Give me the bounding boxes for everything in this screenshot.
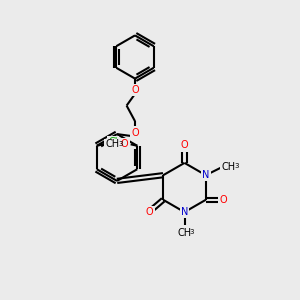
Text: N: N (202, 170, 209, 180)
Text: N: N (181, 207, 188, 217)
Text: O: O (219, 195, 227, 205)
Text: 3: 3 (235, 163, 239, 169)
Text: O: O (121, 139, 128, 149)
Text: O: O (146, 207, 154, 217)
Text: Cl: Cl (109, 137, 118, 147)
Text: O: O (181, 140, 188, 151)
Text: CH: CH (105, 139, 119, 149)
Text: CH: CH (221, 162, 236, 172)
Text: CH: CH (177, 228, 192, 238)
Text: 3: 3 (190, 229, 194, 235)
Text: O: O (131, 85, 139, 95)
Text: 3: 3 (119, 141, 123, 147)
Text: O: O (131, 128, 139, 138)
